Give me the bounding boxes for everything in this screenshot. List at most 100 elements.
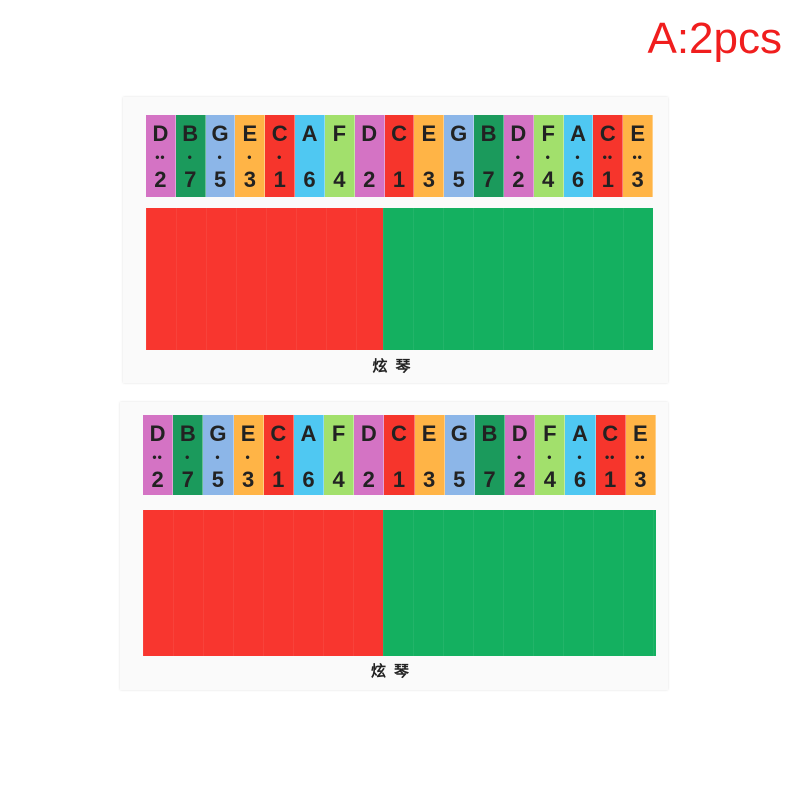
note-number: 3	[241, 467, 255, 492]
note-letter: C	[391, 421, 407, 446]
note-number: 4	[333, 167, 346, 192]
key-sticker: C • 1	[263, 415, 294, 495]
note-letter: C	[602, 421, 619, 446]
note-letter: F	[541, 121, 555, 146]
key-sticker: G • 5	[203, 415, 234, 495]
key-sticker: F • 4	[533, 115, 564, 197]
note-number: 7	[184, 167, 197, 192]
note-number: 1	[392, 467, 406, 492]
key-sticker: E •• 3	[623, 115, 654, 197]
note-number: 4	[543, 467, 556, 492]
key-sticker: E • 3	[235, 115, 266, 197]
octave-dots: •	[215, 450, 221, 464]
octave-dots: •	[517, 450, 523, 464]
note-letter: F	[543, 421, 557, 446]
product-label: 炫琴	[372, 357, 419, 375]
key-labels: D •• 2 B • 7 G • 5 E • 3 C • 1 A 6 F 4 D 2 C 1 E 3 G 5 B 7 D • 2 F • 4 A • 6 C…	[146, 115, 654, 197]
key-sticker: E •• 3	[625, 415, 656, 495]
octave-dots: •	[247, 150, 253, 164]
note-letter: E	[632, 421, 648, 446]
note-number: 6	[573, 467, 587, 492]
note-letter: A	[300, 421, 317, 446]
note-number: 7	[483, 467, 496, 492]
octave-dots: •	[187, 150, 193, 164]
key-sticker: A • 6	[565, 415, 596, 495]
color-bars	[146, 208, 653, 350]
note-number: 4	[332, 467, 345, 492]
note-letter: F	[332, 121, 347, 146]
key-sticker: C •• 1	[595, 415, 626, 495]
note-number: 3	[243, 167, 257, 192]
note-number: 3	[631, 167, 644, 192]
key-sticker: E • 3	[233, 415, 264, 495]
note-letter: B	[481, 421, 498, 446]
note-number: 2	[363, 167, 376, 192]
note-number: 1	[604, 467, 617, 492]
note-number: 5	[213, 167, 227, 192]
note-letter: G	[209, 421, 227, 446]
note-number: 5	[452, 167, 465, 192]
red-bar	[143, 510, 383, 656]
octave-dots: ••	[604, 450, 616, 464]
note-letter: E	[242, 121, 258, 146]
note-letter: D	[510, 121, 527, 146]
octave-dots: •	[575, 150, 581, 164]
note-letter: B	[179, 421, 196, 446]
key-sticker: F • 4	[535, 415, 566, 495]
note-letter: A	[570, 121, 586, 146]
key-sticker: D • 2	[503, 115, 534, 197]
octave-dots: ••	[632, 150, 643, 164]
note-letter: E	[421, 421, 437, 446]
note-letter: D	[511, 421, 528, 446]
red-bar	[146, 208, 383, 350]
octave-dots: ••	[602, 150, 614, 164]
note-number: 5	[453, 467, 466, 492]
note-letter: B	[480, 121, 497, 146]
key-sticker: C • 1	[265, 115, 296, 197]
key-sticker: D •• 2	[146, 115, 176, 197]
note-letter: E	[630, 121, 645, 146]
octave-dots: •	[275, 450, 281, 464]
note-number: 6	[302, 467, 315, 492]
octave-dots: •	[515, 150, 521, 164]
note-number: 2	[151, 467, 164, 492]
note-number: 3	[634, 467, 647, 492]
key-labels: D •• 2 B • 7 G • 5 E • 3 C • 1 A 6 F 4 D 2 C 1 E 3 G 5 B 7 D • 2 F • 4 A • 6 C…	[143, 415, 656, 495]
note-number: 2	[154, 167, 167, 192]
note-number: 5	[211, 467, 225, 492]
note-letter: G	[450, 121, 468, 146]
note-number: 2	[513, 467, 526, 492]
note-letter: G	[450, 421, 468, 446]
octave-dots: •	[277, 150, 283, 164]
note-letter: F	[331, 421, 346, 446]
note-letter: C	[391, 121, 407, 146]
key-sticker: A • 6	[563, 115, 594, 197]
key-sticker: G • 5	[205, 115, 236, 197]
octave-dots: ••	[155, 150, 166, 164]
octave-dots: •	[547, 450, 553, 464]
green-bar	[383, 208, 653, 350]
note-letter: C	[599, 121, 616, 146]
color-bars	[143, 510, 656, 656]
octave-dots: •	[185, 450, 191, 464]
note-letter: A	[301, 121, 318, 146]
note-number: 6	[303, 167, 316, 192]
note-number: 3	[423, 467, 436, 492]
note-number: 3	[422, 167, 435, 192]
product-label: 炫琴	[370, 662, 417, 680]
octave-dots: •	[217, 150, 223, 164]
octave-dots: •	[245, 450, 251, 464]
note-letter: D	[149, 421, 166, 446]
